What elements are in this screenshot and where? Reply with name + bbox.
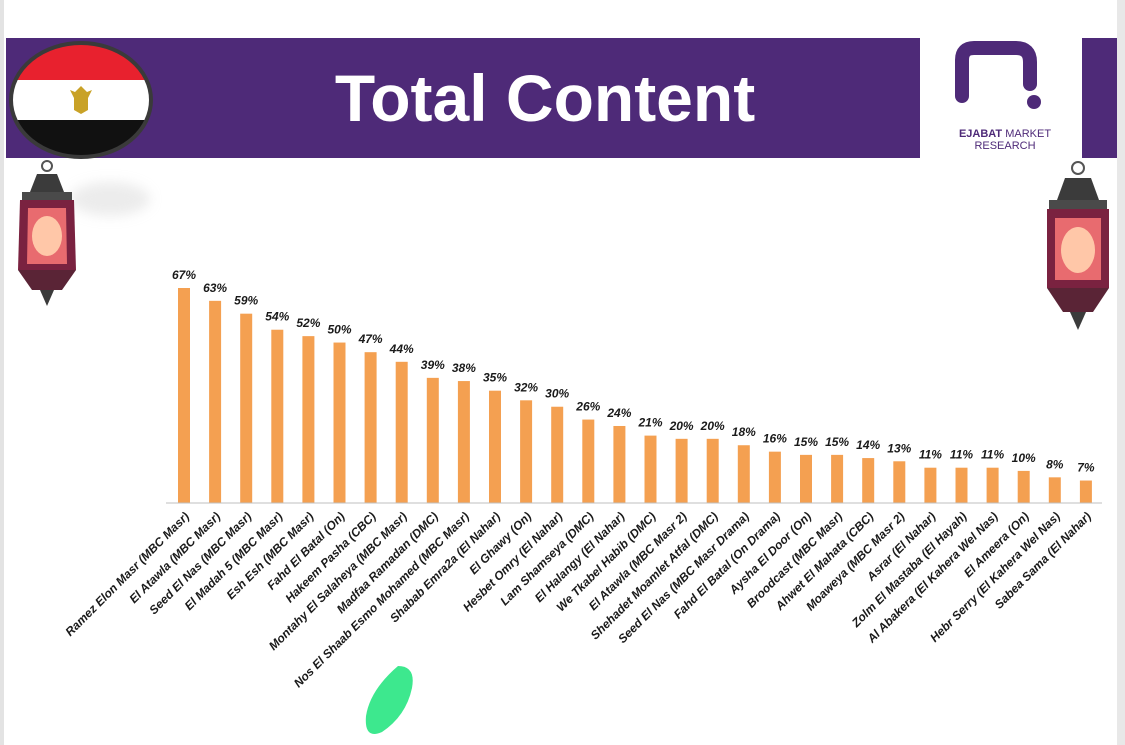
bar-value-label: 59%: [234, 294, 258, 308]
bar: [489, 390, 501, 503]
bar: [551, 406, 564, 503]
bar-value-label: 32%: [514, 380, 538, 394]
logo-panel: ejabat: [920, 38, 1082, 158]
bar: [986, 467, 999, 503]
bar-value-label: 26%: [575, 400, 600, 414]
bar-value-label: 20%: [669, 419, 694, 433]
ejabat-logo-icon: ejabat: [955, 41, 1041, 109]
bar: [178, 288, 190, 503]
bar-value-label: 20%: [700, 419, 725, 433]
bar: [706, 438, 719, 503]
bar-value-label: 67%: [172, 268, 196, 282]
lantern-left-icon: [18, 160, 76, 306]
bar-value-label: 18%: [732, 425, 756, 439]
bar: [924, 467, 937, 503]
bar-value-label: 54%: [265, 310, 289, 324]
bar: [831, 454, 844, 503]
bar: [644, 435, 657, 503]
bar-value-label: 13%: [887, 441, 911, 455]
bar-group: [178, 288, 1092, 503]
bar-value-label: 35%: [483, 371, 507, 385]
bar-value-label: 15%: [825, 435, 849, 449]
bar: [302, 336, 315, 503]
egypt-flag-icon: [9, 41, 153, 159]
bar: [395, 361, 408, 503]
bar: [893, 461, 906, 503]
bar: [768, 451, 781, 503]
bar: [520, 400, 533, 503]
bar: [613, 425, 626, 503]
logo-brand: EJABAT: [958, 128, 1003, 140]
bar-value-label: 38%: [452, 361, 476, 375]
bar-value-label: 44%: [389, 342, 414, 356]
bar-label-group: 67% 63% 59% 54% 52% 50% 47% 44% 39% 38% 35% 32% 30% 2…: [172, 268, 1095, 475]
category-label: Ramez Elon Masr (MBC Masr): [62, 509, 192, 639]
bar: [1048, 477, 1061, 503]
bar-value-label: 52%: [296, 316, 320, 330]
bar: [737, 445, 750, 503]
highlight-mark: [365, 666, 413, 734]
page-title: Total Content: [334, 61, 756, 135]
bar-value-label: 10%: [1012, 451, 1036, 465]
bar: [364, 352, 377, 503]
bar: [800, 454, 812, 503]
bar: [426, 377, 439, 503]
bar-value-label: 21%: [637, 416, 662, 430]
bar-value-label: 11%: [981, 448, 1004, 462]
bar-value-label: 16%: [763, 432, 787, 446]
page-edge-right: [1117, 0, 1125, 745]
bar-value-label: 15%: [794, 435, 818, 449]
bar-value-label: 39%: [421, 358, 445, 372]
lantern-right-icon: [1047, 161, 1109, 330]
bar-value-label: 14%: [856, 438, 880, 452]
bar: [1017, 470, 1030, 503]
bar: [862, 458, 875, 503]
bar-value-label: 24%: [606, 406, 631, 420]
bar: [675, 438, 688, 503]
bar-value-label: 8%: [1046, 457, 1064, 471]
bar-value-label: 47%: [358, 332, 383, 346]
bar-value-label: 50%: [327, 323, 351, 337]
bar: [955, 467, 968, 503]
bar-value-label: 11%: [950, 448, 973, 462]
bar: [582, 419, 595, 503]
bar: [240, 313, 253, 503]
bar: [457, 381, 470, 503]
bar-value-label: 7%: [1077, 461, 1095, 475]
shadow-blob: [70, 182, 150, 216]
category-label-group: Ramez Elon Masr (MBC Masr)El Atawla (MBC…: [62, 509, 1094, 690]
bar: [209, 300, 222, 503]
logo-caption: EJABAT MARKET RESEARCH: [930, 128, 1080, 152]
bar-value-label: 63%: [203, 281, 227, 295]
bar: [1079, 480, 1092, 503]
bar-value-label: 30%: [545, 387, 569, 401]
logo-brand-rest: MARKET RESEARCH: [974, 128, 1052, 152]
bar: [271, 329, 284, 503]
page-edge-left: [0, 0, 4, 745]
bar-value-label: 11%: [919, 448, 942, 462]
bar: [333, 342, 346, 503]
